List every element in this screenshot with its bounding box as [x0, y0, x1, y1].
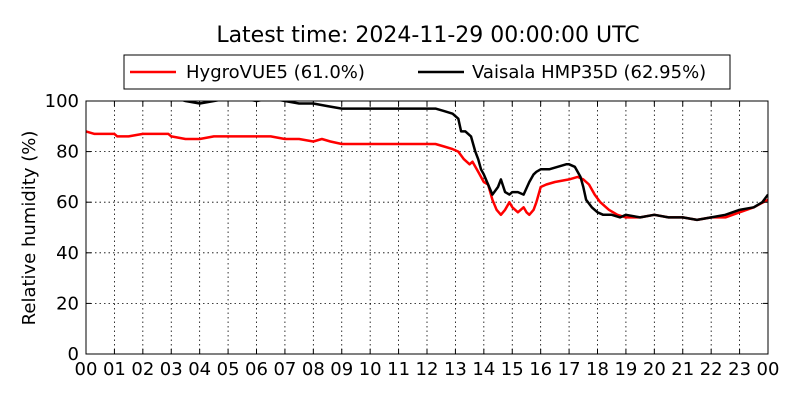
series-line-vaisala — [181, 101, 768, 222]
legend-label-hygrovue: HygroVUE5 (61.0%) — [186, 62, 365, 83]
x-tick-label: 10 — [359, 359, 382, 380]
y-tick-label: 60 — [56, 192, 79, 213]
series-line-hygrovue — [86, 130, 768, 222]
y-tick-label: 0 — [68, 344, 79, 365]
y-tick-label: 40 — [56, 243, 79, 264]
x-tick-label: 07 — [273, 359, 296, 380]
x-tick-label: 22 — [700, 359, 723, 380]
chart-title: Latest time: 2024-11-29 00:00:00 UTC — [216, 23, 639, 48]
y-axis: 0 20 40 60 80 100 — [45, 91, 768, 365]
x-tick-label: 05 — [217, 359, 240, 380]
x-tick-label: 03 — [160, 359, 183, 380]
x-tick-label: 19 — [614, 359, 637, 380]
x-tick-label: 00 — [757, 359, 780, 380]
x-tick-label: 06 — [245, 359, 268, 380]
x-tick-label: 18 — [586, 359, 609, 380]
x-tick-label: 17 — [558, 359, 581, 380]
x-tick-label: 12 — [416, 359, 439, 380]
x-tick-label: 02 — [131, 359, 154, 380]
legend: HygroVUE5 (61.0%) Vaisala HMP35D (62.95%… — [123, 54, 731, 90]
y-tick-label: 20 — [56, 293, 79, 314]
x-tick-label: 15 — [501, 359, 524, 380]
x-tick-label: 23 — [728, 359, 751, 380]
grid — [86, 101, 768, 354]
series-layer — [86, 101, 768, 222]
legend-label-vaisala: Vaisala HMP35D (62.95%) — [472, 62, 706, 83]
x-tick-label: 04 — [188, 359, 211, 380]
x-tick-label: 09 — [330, 359, 353, 380]
x-tick-label: 01 — [103, 359, 126, 380]
y-tick-label: 80 — [56, 142, 79, 163]
x-tick-label: 00 — [75, 359, 98, 380]
plot-frame — [85, 100, 769, 355]
y-tick-label: 100 — [45, 91, 79, 112]
x-tick-label: 20 — [643, 359, 666, 380]
x-tick-label: 11 — [387, 359, 410, 380]
x-tick-label: 21 — [671, 359, 694, 380]
x-tick-label: 16 — [529, 359, 552, 380]
x-tick-label: 14 — [472, 359, 495, 380]
y-axis-label: Relative humidity (%) — [19, 131, 40, 326]
x-tick-label: 13 — [444, 359, 467, 380]
x-tick-label: 08 — [302, 359, 325, 380]
